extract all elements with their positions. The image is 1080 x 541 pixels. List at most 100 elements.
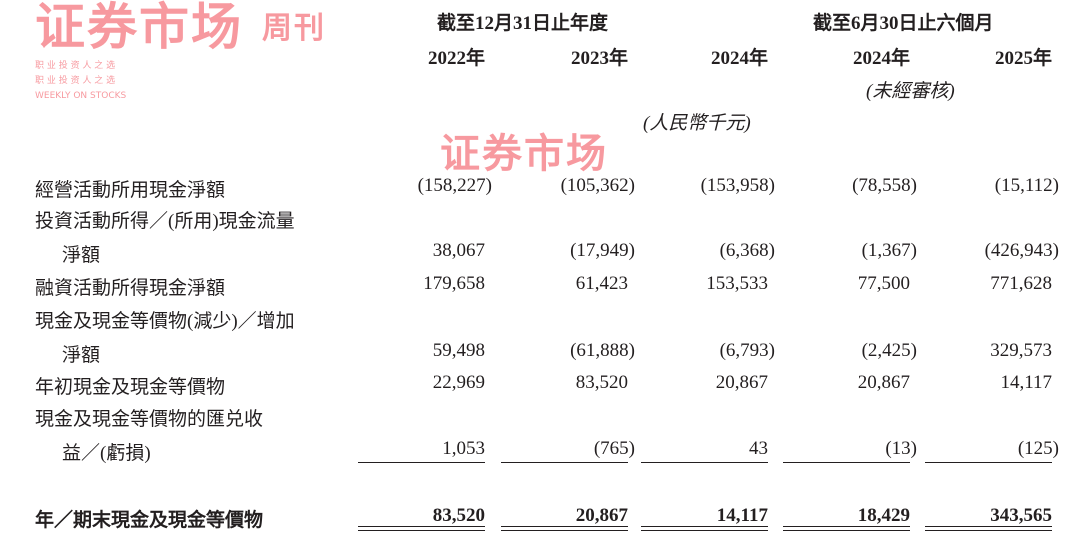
- cell-value: 20,867: [715, 372, 768, 393]
- cell-value: 77,500: [857, 273, 910, 294]
- watermark-side-text: 周刊: [262, 11, 326, 46]
- cell-value: (17,949): [570, 240, 635, 261]
- watermark-english: WEEKLY ON STOCKS: [35, 91, 127, 101]
- table-cell: 14,117: [641, 505, 768, 527]
- row-label: 投資活動所得／(所用)現金流量: [35, 211, 295, 232]
- row-label: 現金及現金等價物的匯兑收: [35, 409, 264, 430]
- cell-value: (61,888): [570, 340, 635, 361]
- table-cell: (17,949): [501, 240, 635, 262]
- table-cell: 61,423: [501, 273, 628, 295]
- total-double-rule: [925, 526, 1052, 531]
- table-cell: 329,573: [925, 340, 1052, 362]
- subtotal-rule: [358, 462, 485, 463]
- cell-value: 43: [749, 438, 768, 459]
- cell-value: (158,227): [417, 175, 492, 196]
- table-cell: 771,628: [925, 273, 1052, 295]
- unit-note: (人民幣千元): [643, 113, 751, 134]
- total-double-rule: [501, 526, 628, 531]
- table-cell: (153,958): [641, 175, 775, 197]
- table-cell: (1,367): [783, 240, 917, 262]
- watermark-logo-text: 证券市场: [35, 0, 243, 56]
- row-label: 淨額: [62, 245, 101, 266]
- cell-value: 20,867: [857, 372, 910, 393]
- table-cell: 20,867: [783, 372, 910, 394]
- row-label: 經營活動所用現金淨額: [35, 180, 226, 201]
- table-cell: (6,368): [641, 240, 775, 262]
- table-cell: (158,227): [358, 175, 492, 197]
- table-cell: (426,943): [925, 240, 1059, 262]
- table-cell: 43: [641, 438, 768, 460]
- cell-value: 38,067: [432, 240, 485, 261]
- year-header: 2024年: [852, 48, 910, 69]
- row-label: 現金及現金等價物(減少)／增加: [35, 311, 295, 332]
- cell-value: 18,429: [857, 505, 910, 526]
- table-cell: (765): [501, 438, 635, 460]
- cell-value: (153,958): [700, 175, 775, 196]
- cell-value: (2,425): [861, 340, 917, 361]
- total-double-rule: [358, 526, 485, 531]
- table-cell: 179,658: [358, 273, 485, 295]
- cell-value: (6,368): [719, 240, 775, 261]
- subtotal-rule: [641, 462, 768, 463]
- total-label: 年／期末現金及現金等價物: [35, 510, 264, 531]
- header-group-annual: 截至12月31日止年度: [437, 13, 609, 34]
- cell-value: 59,498: [432, 340, 485, 361]
- total-double-rule: [783, 526, 910, 531]
- cell-value: 14,117: [716, 505, 768, 526]
- table-cell: 83,520: [501, 372, 628, 394]
- table-cell: 343,565: [925, 505, 1052, 527]
- cell-value: 179,658: [423, 273, 485, 294]
- cell-value: (125): [1017, 438, 1059, 459]
- year-header: 2023年: [570, 48, 628, 69]
- table-cell: 18,429: [783, 505, 910, 527]
- cell-value: 61,423: [575, 273, 628, 294]
- cell-value: (15,112): [994, 175, 1059, 196]
- table-cell: 38,067: [358, 240, 485, 262]
- table-cell: (13): [783, 438, 917, 460]
- cell-value: 153,533: [706, 273, 768, 294]
- cell-value: (105,362): [560, 175, 635, 196]
- row-label: 益／(虧損): [62, 443, 151, 464]
- cell-value: 343,565: [990, 505, 1052, 526]
- row-label: 年初現金及現金等價物: [35, 377, 226, 398]
- table-cell: (125): [925, 438, 1059, 460]
- table-cell: (105,362): [501, 175, 635, 197]
- cell-value: 329,573: [990, 340, 1052, 361]
- cell-value: 771,628: [990, 273, 1052, 294]
- cell-value: 20,867: [575, 505, 628, 526]
- table-cell: (78,558): [783, 175, 917, 197]
- cell-value: (1,367): [861, 240, 917, 261]
- subtotal-rule: [501, 462, 628, 463]
- table-cell: 59,498: [358, 340, 485, 362]
- table-cell: 77,500: [783, 273, 910, 295]
- cell-value: 22,969: [432, 372, 485, 393]
- year-header: 2022年: [427, 48, 485, 69]
- cell-value: 83,520: [432, 505, 485, 526]
- table-cell: 20,867: [641, 372, 768, 394]
- table-cell: 14,117: [925, 372, 1052, 394]
- table-cell: 1,053: [358, 438, 485, 460]
- cell-value: (78,558): [852, 175, 917, 196]
- header-group-interim: 截至6月30日止六個月: [813, 13, 994, 34]
- table-cell: (15,112): [925, 175, 1059, 197]
- cell-value: 83,520: [575, 372, 628, 393]
- cell-value: (6,793): [719, 340, 775, 361]
- year-header: 2024年: [710, 48, 768, 69]
- table-cell: (61,888): [501, 340, 635, 362]
- row-label: 淨額: [62, 345, 101, 366]
- table-cell: (2,425): [783, 340, 917, 362]
- subtotal-rule: [783, 462, 910, 463]
- watermark-logo-text: 证券市场: [440, 131, 608, 177]
- table-cell: (6,793): [641, 340, 775, 362]
- cell-value: (426,943): [984, 240, 1059, 261]
- subtotal-rule: [925, 462, 1052, 463]
- watermark-tagline: 职 业 投 资 人 之 选: [35, 61, 116, 71]
- table-cell: 22,969: [358, 372, 485, 394]
- cell-value: (765): [593, 438, 635, 459]
- table-cell: 153,533: [641, 273, 768, 295]
- cell-value: (13): [885, 438, 917, 459]
- total-double-rule: [641, 526, 768, 531]
- cell-value: 1,053: [442, 438, 485, 459]
- watermark-tagline: 职 业 投 资 人 之 选: [35, 76, 116, 86]
- table-cell: 20,867: [501, 505, 628, 527]
